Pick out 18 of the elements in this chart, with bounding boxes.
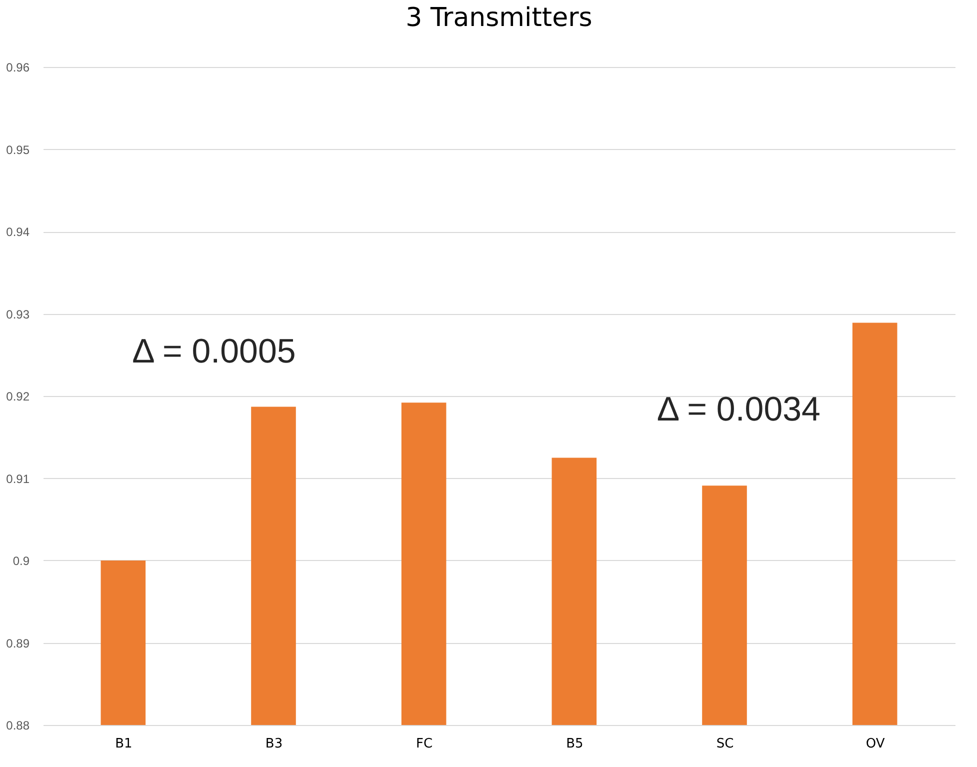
y-tick-label: 0.92 — [6, 390, 30, 404]
y-tick-label: 0.94 — [6, 225, 30, 239]
chart-title: 3 Transmitters — [406, 3, 592, 33]
annotation: Δ = 0.0005 — [132, 332, 296, 371]
x-tick-label: OV — [866, 736, 885, 752]
x-tick-label: B5 — [566, 736, 584, 752]
y-tick-label: 0.9 — [12, 554, 30, 568]
x-tick-label: FC — [416, 736, 433, 752]
y-tick-label: 0.91 — [6, 472, 30, 486]
annotation: Δ = 0.0034 — [656, 390, 820, 428]
x-tick-label: SC — [716, 736, 734, 752]
y-tick-label: 0.95 — [6, 142, 30, 157]
y-tick-label: 0.89 — [6, 636, 30, 650]
y-tick-label: 0.96 — [6, 60, 30, 74]
y-tick-label: 0.93 — [6, 307, 30, 322]
x-tick-label: B3 — [265, 736, 283, 752]
y-tick-label: 0.88 — [6, 718, 30, 732]
x-tick-label: B1 — [115, 736, 132, 752]
